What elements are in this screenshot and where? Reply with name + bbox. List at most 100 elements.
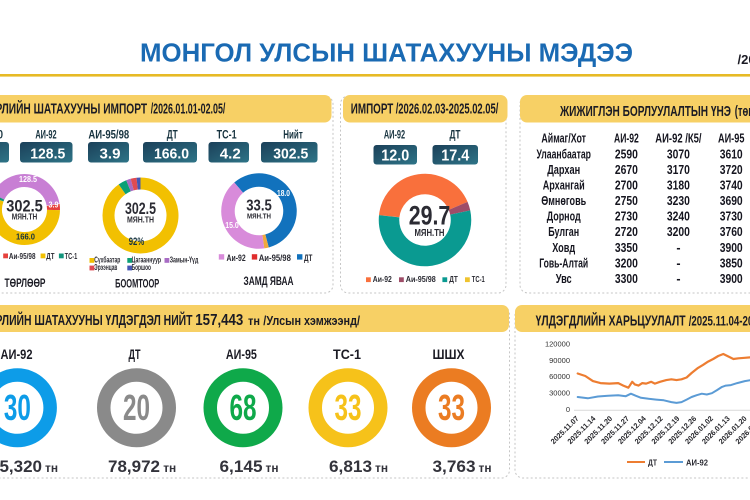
svg-text:60000: 60000 [549,372,570,381]
svg-text:2720: 2720 [615,225,638,239]
svg-text:30: 30 [4,387,31,428]
svg-text:-: - [676,241,680,255]
svg-text:(төгрөг): (төгрөг) [735,104,750,120]
svg-text:ДТ: ДТ [129,347,141,362]
svg-text:3900: 3900 [720,241,743,255]
svg-text:33: 33 [438,387,465,428]
svg-text:ДТ: ДТ [450,128,461,142]
svg-text:РЛИЙН ШАТАХУУНЫ ҮЛДЭГДЭЛ НИЙТ: РЛИЙН ШАТАХУУНЫ ҮЛДЭГДЭЛ НИЙТ [0,311,193,329]
svg-text:АИ-92: АИ-92 [35,128,56,142]
svg-text:2750: 2750 [615,194,638,208]
svg-text:166.0: 166.0 [16,232,35,242]
svg-text:/2025.11.04-2026.02.04/: /2025.11.04-2026.02.04/ [689,313,750,329]
svg-text:Эрээнцав: Эрээнцав [94,263,117,272]
svg-text:Ховд: Ховд [552,241,575,255]
svg-text:3610: 3610 [720,147,743,161]
svg-text:3.9: 3.9 [100,145,121,162]
svg-text:12.0: 12.0 [381,148,409,165]
svg-text:Дорнод: Дорнод [547,210,581,224]
svg-text:АИ-92 /К5/: АИ-92 /К5/ [655,131,702,145]
svg-text:3720: 3720 [720,163,743,177]
svg-text:АИ-95/98: АИ-95/98 [88,128,129,142]
svg-text:3300: 3300 [615,272,638,286]
svg-text:ТӨРЛӨӨР: ТӨРЛӨӨР [5,278,46,290]
svg-text:6,813: 6,813 [329,457,372,476]
svg-text:2670: 2670 [615,163,638,177]
svg-text:33: 33 [335,387,362,428]
svg-text:МЯН.ТН: МЯН.ТН [415,228,445,239]
svg-text:3900: 3900 [720,272,743,286]
svg-text:30000: 30000 [549,389,570,398]
svg-text:тн: тн [266,461,279,475]
svg-text:3.9: 3.9 [49,201,59,210]
svg-text:Увс: Увс [556,272,572,286]
svg-text:Аи-92: Аи-92 [227,253,246,263]
svg-text:тн: тн [248,314,260,328]
svg-text:МЯН.ТН: МЯН.ТН [127,215,154,224]
svg-text:ИМПОРТ: ИМПОРТ [351,101,394,118]
svg-text:РЛИЙН ШАТАХУУНЫ ИМПОРТ: РЛИЙН ШАТАХУУНЫ ИМПОРТ [0,100,147,118]
svg-text:АИ-80: АИ-80 [0,128,3,142]
svg-text:ДТ: ДТ [648,458,658,468]
svg-text:АИ-92: АИ-92 [614,131,639,145]
svg-text:3200: 3200 [667,225,690,239]
svg-text:302.5: 302.5 [273,145,308,162]
svg-text:3,763: 3,763 [433,457,476,476]
svg-text:/2026.02.05/: /2026.02.05/ [738,52,750,67]
svg-text:Сүхбаатар: Сүхбаатар [94,255,120,264]
svg-text:6,145: 6,145 [220,457,263,476]
svg-text:ДТ: ДТ [167,128,178,142]
svg-text:ТС-1: ТС-1 [65,252,78,261]
svg-text:3690: 3690 [720,194,743,208]
svg-text:Цагааннуур: Цагааннуур [132,255,161,264]
svg-text:20: 20 [123,387,150,428]
svg-text:0: 0 [566,405,570,414]
svg-text:ДТ: ДТ [304,253,313,263]
svg-text:17.4: 17.4 [441,148,469,165]
svg-text:3850: 3850 [720,256,743,270]
svg-text:Замын-Үүд: Замын-Үүд [170,255,199,264]
svg-text:75,320: 75,320 [0,457,42,476]
svg-text:АИ-95: АИ-95 [718,131,744,145]
svg-text:-: - [676,256,680,270]
svg-text:ҮЛДЭГДЛИЙН ХАРЬЦУУЛАЛТ: ҮЛДЭГДЛИЙН ХАРЬЦУУЛАЛТ [536,312,686,330]
svg-text:3230: 3230 [667,194,690,208]
svg-text:МЯН.ТН: МЯН.ТН [247,211,271,220]
svg-text:ДТ: ДТ [449,275,458,284]
svg-text:Аи-95/98: Аи-95/98 [406,275,436,284]
svg-text:Булган: Булган [548,225,579,239]
svg-text:33.5: 33.5 [246,197,272,214]
svg-text:Нийт: Нийт [283,128,303,142]
svg-text:128.5: 128.5 [19,175,37,184]
svg-text:90000: 90000 [549,356,570,365]
svg-text:Архангай: Архангай [543,179,585,193]
svg-text:АИ-92: АИ-92 [1,347,33,362]
svg-text:МЯН.ТН: МЯН.ТН [12,213,38,222]
svg-text:78,972: 78,972 [108,457,160,476]
svg-text:БООМТООР: БООМТООР [115,279,159,291]
svg-text:3730: 3730 [720,210,743,224]
svg-text:АИ-92: АИ-92 [384,128,405,142]
svg-text:АИ-92: АИ-92 [686,458,708,468]
svg-text:АИ-95: АИ-95 [226,347,257,362]
svg-text:ЖИЖИГЛЭН БОРЛУУЛАЛТЫН ҮНЭ: ЖИЖИГЛЭН БОРЛУУЛАЛТЫН ҮНЭ [559,103,731,120]
svg-text:3350: 3350 [615,241,638,255]
svg-text:Аи-95/98: Аи-95/98 [9,252,36,261]
svg-text:МОНГОЛ УЛСЫН ШАТАХУУНЫ МЭДЭЭ: МОНГОЛ УЛСЫН ШАТАХУУНЫ МЭДЭЭ [140,38,633,68]
svg-text:тн: тн [375,461,388,475]
svg-text:тн: тн [163,461,176,475]
svg-text:ТС-1: ТС-1 [472,275,485,284]
svg-text:3740: 3740 [720,179,743,193]
svg-text:29.7: 29.7 [409,201,451,231]
svg-text:/2026.01.01-02.05/: /2026.01.01-02.05/ [151,102,226,118]
svg-text:92%: 92% [129,236,145,248]
svg-text:Аймаг/Хот: Аймаг/Хот [541,131,586,145]
svg-text:Өмнөговь: Өмнөговь [541,194,586,208]
svg-text:4.2: 4.2 [220,145,241,162]
svg-text:Боршоо: Боршоо [132,263,151,272]
svg-text:15.0: 15.0 [225,220,239,230]
svg-text:302.5: 302.5 [6,197,43,216]
svg-text:128.5: 128.5 [30,145,65,162]
svg-text:2730: 2730 [615,210,638,224]
svg-text:ТС-1: ТС-1 [333,347,361,362]
